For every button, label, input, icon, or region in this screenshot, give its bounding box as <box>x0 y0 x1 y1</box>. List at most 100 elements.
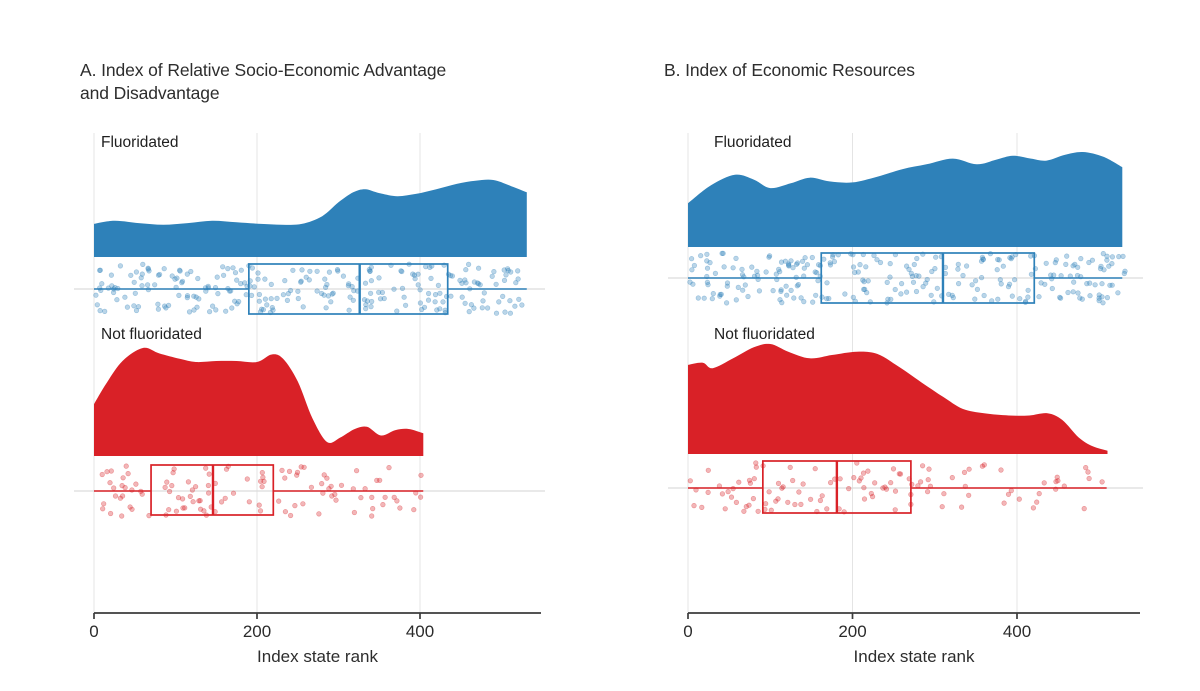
data-point <box>119 493 126 499</box>
data-point <box>689 267 695 273</box>
data-point <box>328 483 334 489</box>
x-axis-tick-label-0: 0 <box>89 622 98 641</box>
data-point <box>824 280 830 286</box>
data-point <box>166 302 172 309</box>
data-point <box>124 304 130 310</box>
data-point <box>294 469 301 476</box>
data-point <box>493 281 499 287</box>
data-point <box>1085 469 1091 475</box>
data-point <box>741 508 747 514</box>
data-point <box>1038 280 1044 286</box>
data-point <box>1064 253 1070 259</box>
data-point <box>282 475 288 481</box>
data-point <box>292 503 298 509</box>
data-point <box>274 295 280 302</box>
data-point <box>776 266 782 273</box>
data-point <box>1049 285 1055 292</box>
data-point <box>739 266 745 273</box>
data-point <box>745 293 751 300</box>
data-point <box>1006 281 1013 287</box>
data-point <box>131 279 137 285</box>
data-point <box>329 291 335 297</box>
data-point <box>323 305 329 311</box>
data-point <box>751 476 757 482</box>
data-point <box>319 481 325 487</box>
jitter-points-fluoridated <box>93 261 525 316</box>
data-point <box>746 477 753 483</box>
x-axis-tick-label-400: 400 <box>1003 622 1031 641</box>
data-point <box>503 272 509 278</box>
data-point <box>691 262 698 269</box>
data-point <box>259 484 265 490</box>
data-point <box>325 293 332 299</box>
data-point <box>720 250 726 256</box>
data-point <box>334 267 341 273</box>
data-point <box>1107 282 1113 288</box>
data-point <box>190 499 196 505</box>
data-point <box>391 494 397 501</box>
data-point <box>909 273 916 280</box>
data-point <box>725 489 731 495</box>
data-point <box>257 508 264 514</box>
data-point <box>995 256 1001 263</box>
data-point <box>111 286 117 292</box>
data-point <box>270 307 276 313</box>
data-point <box>1081 506 1087 512</box>
data-point <box>869 494 876 500</box>
data-point <box>955 266 961 272</box>
data-point <box>368 304 374 310</box>
data-point <box>1030 505 1036 511</box>
data-point <box>417 300 424 306</box>
data-point <box>191 293 197 299</box>
data-point <box>927 483 934 489</box>
data-point <box>260 474 266 481</box>
data-point <box>783 283 789 289</box>
data-point <box>140 261 146 268</box>
data-point <box>981 462 987 468</box>
data-point <box>99 281 105 287</box>
data-point <box>1052 260 1058 266</box>
data-point <box>770 288 776 294</box>
data-point <box>1070 289 1076 295</box>
data-point <box>877 259 884 266</box>
data-point <box>699 504 705 511</box>
data-point <box>399 268 405 275</box>
data-point <box>196 498 202 504</box>
data-point <box>167 488 173 495</box>
data-point <box>213 307 219 313</box>
data-point <box>246 499 252 505</box>
data-point <box>949 292 955 299</box>
data-point <box>110 289 117 296</box>
data-point <box>193 484 199 490</box>
data-point <box>735 284 741 291</box>
data-point <box>1122 268 1128 274</box>
data-point <box>712 270 719 277</box>
data-point <box>269 305 275 311</box>
data-point <box>397 505 403 511</box>
data-point <box>107 510 114 517</box>
data-point <box>1096 295 1102 301</box>
data-point <box>505 266 511 272</box>
data-point <box>177 268 183 274</box>
data-point <box>205 283 211 289</box>
data-point <box>888 296 894 303</box>
data-point <box>856 478 862 484</box>
data-point <box>413 490 419 496</box>
data-point <box>1100 251 1106 257</box>
data-point <box>93 292 99 298</box>
data-point <box>827 480 834 486</box>
data-point <box>515 276 521 282</box>
data-point <box>1104 257 1110 263</box>
data-point <box>917 479 924 485</box>
data-point <box>924 489 931 495</box>
data-point <box>139 491 145 497</box>
data-point <box>152 282 158 288</box>
x-axis-tick-label-200: 200 <box>838 622 866 641</box>
data-point <box>138 488 144 494</box>
data-point <box>338 482 345 488</box>
data-point <box>716 483 723 489</box>
data-point <box>351 509 358 516</box>
data-point <box>104 469 110 475</box>
data-point <box>184 293 191 299</box>
box-iqr <box>248 263 449 315</box>
